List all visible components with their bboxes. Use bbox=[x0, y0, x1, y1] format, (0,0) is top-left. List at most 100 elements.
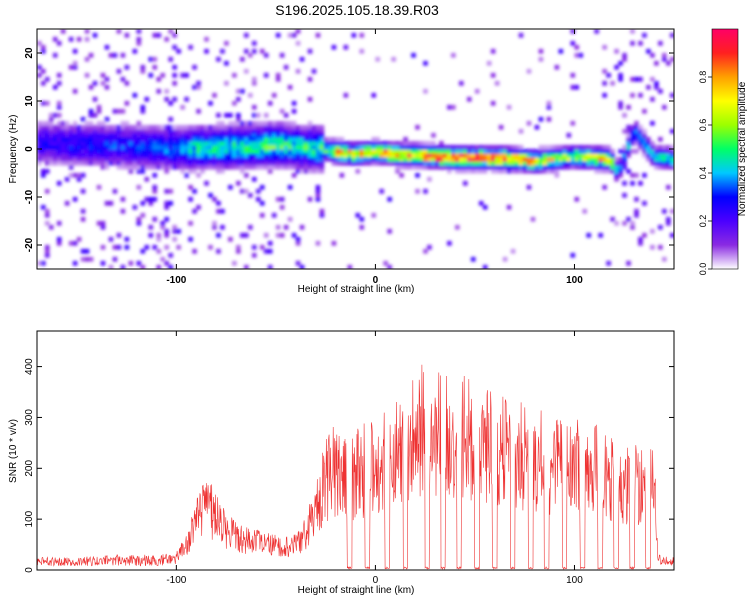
spectrogram-cell bbox=[164, 97, 169, 102]
spectrogram-cell bbox=[88, 113, 94, 118]
spectrogram-cell bbox=[44, 129, 50, 134]
spectrogram-cell bbox=[391, 145, 396, 150]
spectrogram-cell bbox=[140, 149, 146, 154]
spectrogram-cell bbox=[124, 237, 130, 242]
spectrogram-cell bbox=[84, 141, 90, 146]
spectrogram-cell bbox=[152, 197, 158, 202]
spectrogram-cell bbox=[347, 157, 353, 162]
spectrogram-cell bbox=[267, 249, 273, 254]
spectrogram-cell bbox=[144, 157, 150, 162]
spectrogram-cell bbox=[72, 161, 78, 166]
spectrogram-cell bbox=[395, 145, 400, 150]
spectrogram-cell bbox=[323, 137, 329, 142]
spectrogram-cell bbox=[662, 145, 667, 150]
spectrogram-cell bbox=[96, 133, 102, 138]
spectrogram-cell bbox=[371, 145, 377, 150]
spectrogram-cell bbox=[383, 141, 388, 146]
spectrogram-cell bbox=[299, 149, 305, 154]
spectrogram-cell bbox=[255, 125, 261, 130]
spectrogram-cell bbox=[642, 137, 647, 142]
spectrogram-cell bbox=[259, 49, 265, 54]
spectrogram-cell bbox=[164, 137, 169, 142]
spectrogram-cell bbox=[395, 165, 400, 170]
spectrogram-cell bbox=[259, 129, 265, 134]
spectrogram-cell bbox=[343, 141, 349, 146]
spectrogram-cell bbox=[80, 133, 86, 138]
spectrogram-cell bbox=[506, 145, 512, 150]
spectrogram-cell bbox=[152, 141, 158, 146]
spectrogram-cell bbox=[602, 169, 607, 174]
spectrogram-cell bbox=[594, 153, 599, 158]
spectrogram-cell bbox=[112, 149, 118, 154]
spectrogram-cell bbox=[554, 149, 560, 154]
spectrogram-cell bbox=[208, 149, 213, 154]
spectrogram-cell bbox=[638, 41, 643, 46]
spectrogram-cell bbox=[267, 153, 273, 158]
spectrogram-cell bbox=[391, 141, 396, 146]
spectrogram-cell bbox=[144, 125, 150, 130]
spectrogram-cell bbox=[184, 97, 189, 102]
spectrogram-cell bbox=[128, 157, 134, 162]
spectrogram-cell bbox=[188, 197, 193, 202]
spectrogram-cell bbox=[654, 61, 659, 66]
spectrogram-cell bbox=[570, 73, 576, 78]
spectrogram-cell bbox=[470, 145, 476, 150]
spectrogram-cell bbox=[646, 149, 651, 154]
spectrogram-cell bbox=[578, 53, 584, 58]
spectrogram-cell bbox=[291, 125, 297, 130]
spectrogram-cell bbox=[470, 165, 476, 170]
spectrogram-cell bbox=[355, 161, 361, 166]
spectrogram-cell bbox=[666, 149, 671, 154]
spectrogram-cell bbox=[267, 241, 273, 246]
spectrogram-cell bbox=[124, 121, 130, 126]
spectrogram-cell bbox=[522, 161, 528, 166]
spectrogram-cell bbox=[56, 221, 62, 226]
spectrogram-cell bbox=[558, 145, 564, 150]
spectrogram-cell bbox=[192, 157, 197, 162]
spectrogram-x-tick-label: -100 bbox=[166, 275, 186, 286]
spectrogram-cell bbox=[530, 169, 536, 174]
spectrogram-cell bbox=[140, 145, 146, 150]
spectrogram-cell bbox=[164, 145, 169, 150]
spectrogram-cell bbox=[224, 157, 229, 162]
spectrogram-cell bbox=[650, 153, 655, 158]
spectrogram-cell bbox=[626, 217, 631, 222]
spectrogram-cell bbox=[88, 145, 94, 150]
spectrogram-cell bbox=[626, 125, 631, 130]
spectrogram-cell bbox=[502, 149, 508, 154]
spectrogram-cell bbox=[232, 137, 237, 142]
spectrogram-cell bbox=[570, 157, 576, 162]
spectrogram-cell bbox=[307, 149, 313, 154]
spectrogram-cell bbox=[200, 133, 205, 138]
spectrogram-cell bbox=[466, 169, 472, 174]
spectrogram-cell bbox=[188, 237, 193, 242]
spectrogram-cell bbox=[184, 125, 189, 130]
spectrogram-cell bbox=[474, 161, 480, 166]
spectrogram-cell bbox=[60, 161, 66, 166]
spectrogram-cell bbox=[506, 205, 512, 210]
spectrogram-cell bbox=[68, 161, 74, 166]
spectrogram-cell bbox=[255, 137, 261, 142]
spectrogram-cell bbox=[494, 165, 500, 170]
spectrogram-cell bbox=[72, 145, 78, 150]
spectrogram-cell bbox=[224, 81, 229, 86]
spectrogram-cell bbox=[160, 257, 165, 262]
spectrogram-cell bbox=[204, 149, 209, 154]
spectrogram-cell bbox=[594, 149, 599, 154]
spectrogram-cell bbox=[399, 141, 404, 146]
spectrogram-cell bbox=[255, 141, 261, 146]
spectrogram-cell bbox=[626, 153, 631, 158]
spectrogram-cell bbox=[506, 165, 512, 170]
spectrogram-cell bbox=[236, 145, 241, 150]
spectrogram-cell bbox=[96, 161, 102, 166]
spectrogram-cell bbox=[180, 133, 185, 138]
spectrogram-cell bbox=[108, 145, 114, 150]
spectrogram-cell bbox=[538, 57, 544, 62]
spectrogram-cell bbox=[311, 125, 317, 130]
spectrogram-cell bbox=[506, 169, 512, 174]
spectrogram-y-tick-label: -20 bbox=[24, 237, 35, 252]
spectrogram-cell bbox=[447, 105, 452, 110]
spectrogram-cell bbox=[192, 149, 197, 154]
spectrogram-cell bbox=[542, 149, 548, 154]
